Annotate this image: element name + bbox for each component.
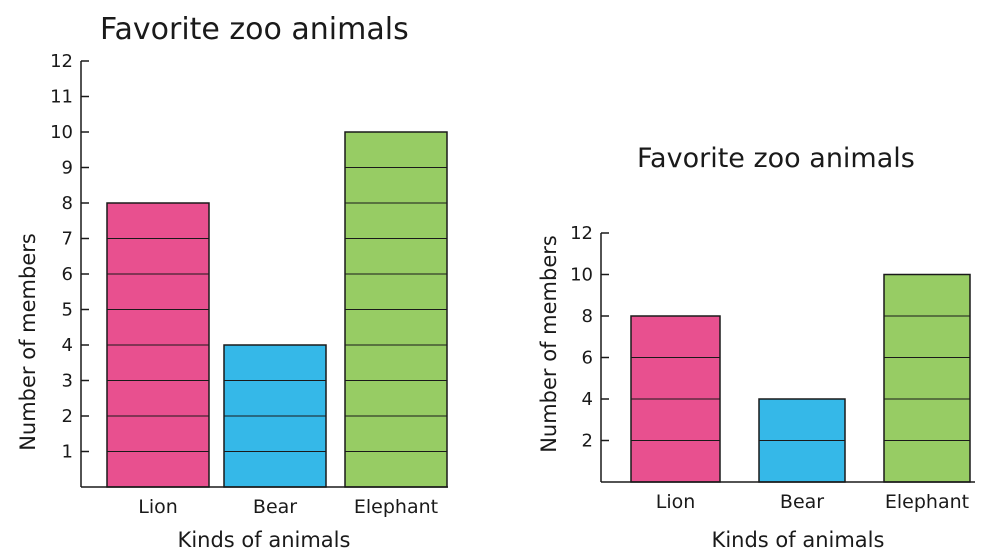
right-bars-group: Lion Bear Elephant xyxy=(630,273,971,513)
y-tick-label: 1 xyxy=(62,442,73,463)
right-chart: Favorite zoo animals Number of members K… xyxy=(537,143,975,552)
left-chart-title: Favorite zoo animals xyxy=(100,12,409,47)
y-tick-label: 8 xyxy=(62,193,73,214)
y-tick-label: 7 xyxy=(62,229,73,250)
y-tick-label: 12 xyxy=(570,223,593,244)
right-y-axis-label: Number of members xyxy=(537,235,561,453)
y-tick-label: 5 xyxy=(62,300,73,321)
y-tick-label: 8 xyxy=(582,306,593,327)
category-label-bear: Bear xyxy=(253,496,297,518)
y-tick-label: 4 xyxy=(582,389,593,410)
left-y-axis-label: Number of members xyxy=(16,233,40,451)
category-label-bear: Bear xyxy=(780,491,824,513)
y-tick-label: 6 xyxy=(62,264,73,285)
left-bars-group: Lion Bear Elephant xyxy=(106,131,448,518)
category-label-lion: Lion xyxy=(656,491,696,513)
right-x-axis-label: Kinds of animals xyxy=(712,528,885,552)
y-tick-label: 11 xyxy=(50,87,73,108)
y-tick-label: 12 xyxy=(50,51,73,72)
right-axes-group: 2 4 6 8 10 12 xyxy=(570,223,975,483)
category-label-elephant: Elephant xyxy=(885,491,969,513)
y-tick-label: 2 xyxy=(582,431,593,452)
left-chart: Favorite zoo animals Number of members K… xyxy=(16,12,448,552)
y-tick-label: 2 xyxy=(62,406,73,427)
y-tick-label: 6 xyxy=(582,348,593,369)
y-tick-label: 3 xyxy=(62,371,73,392)
left-x-axis-label: Kinds of animals xyxy=(178,528,351,552)
y-tick-label: 9 xyxy=(62,158,73,179)
category-label-lion: Lion xyxy=(138,496,178,518)
category-label-elephant: Elephant xyxy=(354,496,438,518)
y-tick-label: 10 xyxy=(570,265,593,286)
right-chart-title: Favorite zoo animals xyxy=(637,143,915,174)
y-tick-label: 10 xyxy=(50,122,73,143)
bar-elephant xyxy=(883,273,971,483)
y-tick-label: 4 xyxy=(62,335,73,356)
